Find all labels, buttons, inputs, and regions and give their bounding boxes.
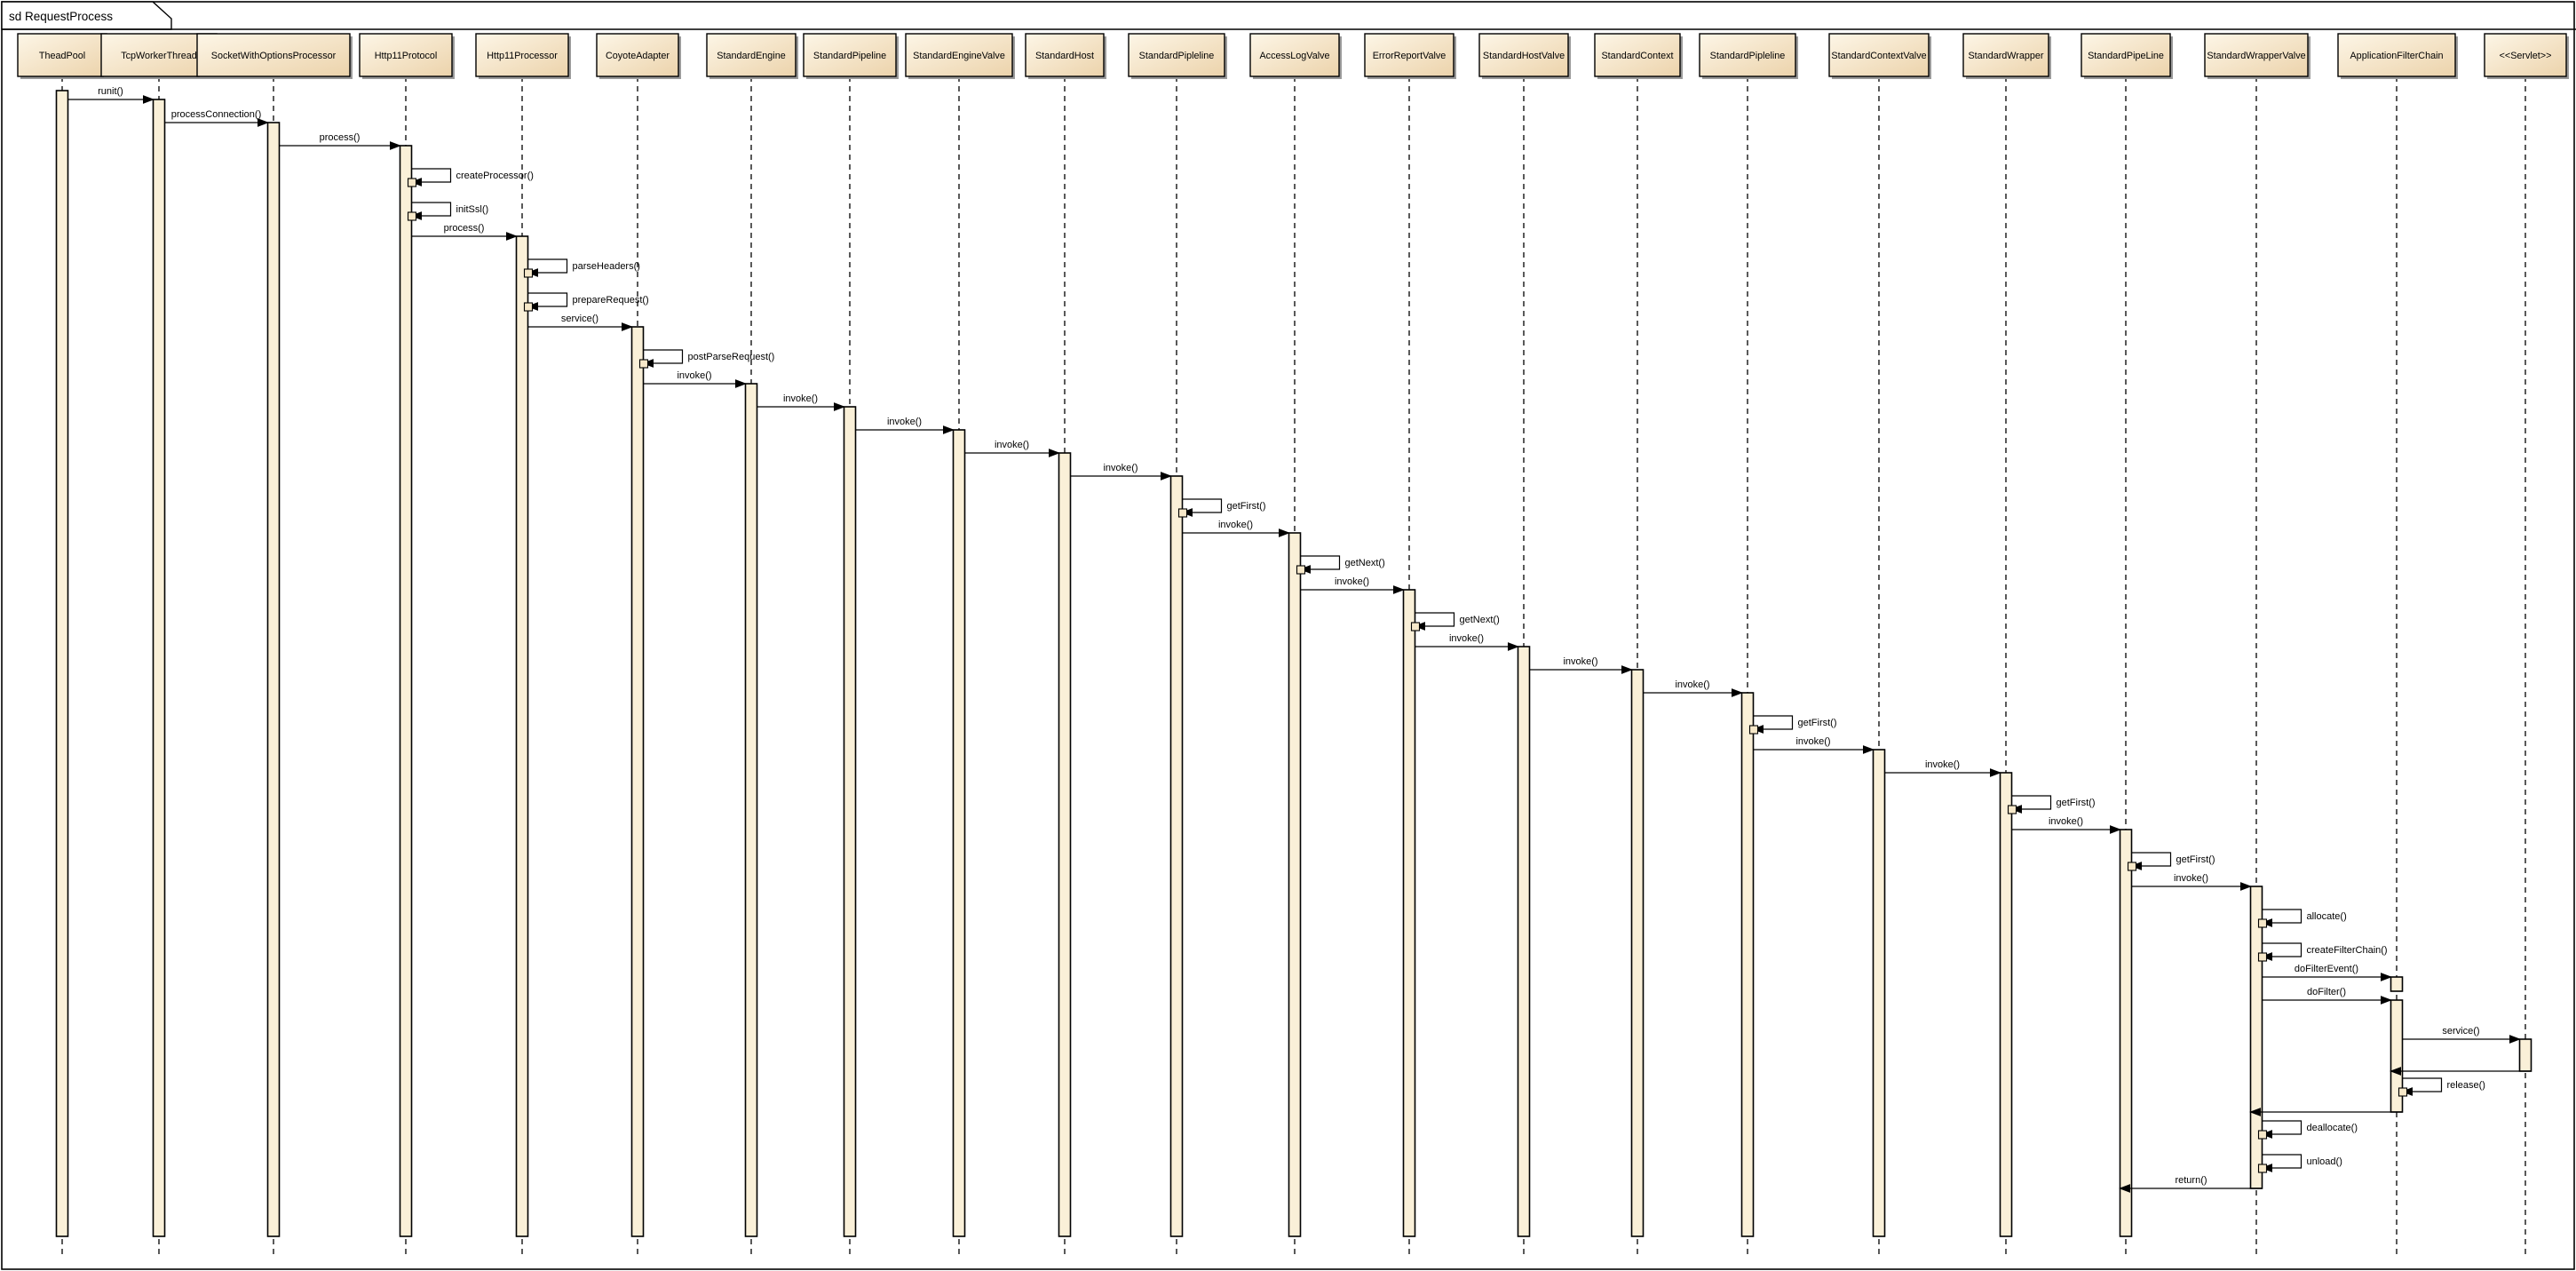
svg-text:createProcessor(): createProcessor() bbox=[456, 171, 534, 181]
svg-text:release(): release() bbox=[2447, 1080, 2485, 1091]
svg-text:StandardHostValve: StandardHostValve bbox=[1483, 51, 1565, 61]
svg-text:invoke(): invoke() bbox=[1675, 679, 1709, 690]
svg-text:createFilterChain(): createFilterChain() bbox=[2307, 945, 2388, 956]
svg-text:TcpWorkerThread: TcpWorkerThread bbox=[121, 51, 197, 61]
svg-text:invoke(): invoke() bbox=[995, 440, 1029, 450]
svg-text:process(): process() bbox=[320, 132, 361, 143]
svg-text:invoke(): invoke() bbox=[1563, 656, 1597, 667]
svg-text:AccessLogValve: AccessLogValve bbox=[1259, 51, 1329, 61]
svg-text:StandardEngine: StandardEngine bbox=[717, 51, 785, 61]
svg-text:service(): service() bbox=[561, 314, 598, 324]
svg-text:invoke(): invoke() bbox=[1218, 520, 1253, 530]
svg-text:StandardHost: StandardHost bbox=[1035, 51, 1094, 61]
svg-text:invoke(): invoke() bbox=[677, 370, 711, 381]
svg-text:invoke(): invoke() bbox=[1925, 759, 1960, 770]
svg-text:SocketWithOptionsProcessor: SocketWithOptionsProcessor bbox=[211, 51, 337, 61]
svg-text:initSsl(): initSsl() bbox=[456, 204, 489, 215]
svg-text:<<Servlet>>: <<Servlet>> bbox=[2500, 51, 2552, 61]
svg-text:StandardWrapper: StandardWrapper bbox=[1968, 51, 2043, 61]
svg-text:StandardWrapperValve: StandardWrapperValve bbox=[2207, 51, 2305, 61]
svg-text:runit(): runit() bbox=[98, 86, 123, 97]
svg-text:Http11Processor: Http11Processor bbox=[487, 51, 558, 61]
svg-text:invoke(): invoke() bbox=[783, 393, 818, 404]
svg-text:doFilter(): doFilter() bbox=[2307, 987, 2346, 997]
svg-text:Http11Protocol: Http11Protocol bbox=[375, 51, 438, 61]
svg-text:invoke(): invoke() bbox=[1335, 576, 1369, 587]
svg-text:TheadPool: TheadPool bbox=[39, 51, 85, 61]
svg-text:parseHeaders(): parseHeaders() bbox=[573, 261, 640, 272]
svg-text:return(): return() bbox=[2175, 1175, 2207, 1186]
svg-text:sd RequestProcess: sd RequestProcess bbox=[9, 10, 113, 23]
svg-text:CoyoteAdapter: CoyoteAdapter bbox=[606, 51, 670, 61]
svg-text:getFirst(): getFirst() bbox=[2057, 798, 2096, 808]
svg-text:process(): process() bbox=[444, 223, 485, 234]
svg-text:service(): service() bbox=[2442, 1026, 2479, 1037]
svg-text:invoke(): invoke() bbox=[887, 417, 922, 427]
svg-text:processConnection(): processConnection() bbox=[171, 109, 262, 120]
svg-text:StandardPipleline: StandardPipleline bbox=[1139, 51, 1215, 61]
svg-text:StandardPipeLine: StandardPipeLine bbox=[2088, 51, 2164, 61]
svg-text:invoke(): invoke() bbox=[1449, 633, 1484, 644]
svg-text:getNext(): getNext() bbox=[1345, 558, 1385, 568]
svg-text:ErrorReportValve: ErrorReportValve bbox=[1373, 51, 1447, 61]
svg-text:getFirst(): getFirst() bbox=[1227, 501, 1266, 512]
svg-text:invoke(): invoke() bbox=[1103, 463, 1137, 473]
svg-text:allocate(): allocate() bbox=[2307, 911, 2347, 922]
svg-text:unload(): unload() bbox=[2307, 1156, 2342, 1167]
svg-text:StandardPipeline: StandardPipeline bbox=[813, 51, 886, 61]
svg-text:getFirst(): getFirst() bbox=[1798, 718, 1837, 728]
svg-text:postParseRequest(): postParseRequest() bbox=[688, 352, 775, 362]
svg-text:doFilterEvent(): doFilterEvent() bbox=[2295, 964, 2358, 974]
svg-text:prepareRequest(): prepareRequest() bbox=[573, 295, 649, 306]
svg-text:getNext(): getNext() bbox=[1460, 615, 1500, 625]
svg-text:invoke(): invoke() bbox=[2174, 873, 2208, 884]
svg-text:invoke(): invoke() bbox=[2049, 816, 2083, 827]
svg-text:ApplicationFilterChain: ApplicationFilterChain bbox=[2350, 51, 2443, 61]
svg-text:invoke(): invoke() bbox=[1795, 736, 1830, 747]
svg-text:StandardEngineValve: StandardEngineValve bbox=[913, 51, 1005, 61]
svg-text:getFirst(): getFirst() bbox=[2176, 854, 2215, 865]
svg-text:deallocate(): deallocate() bbox=[2307, 1123, 2358, 1133]
svg-text:StandardContextValve: StandardContextValve bbox=[1831, 51, 1926, 61]
svg-text:StandardPipleline: StandardPipleline bbox=[1710, 51, 1786, 61]
svg-text:StandardContext: StandardContext bbox=[1601, 51, 1673, 61]
